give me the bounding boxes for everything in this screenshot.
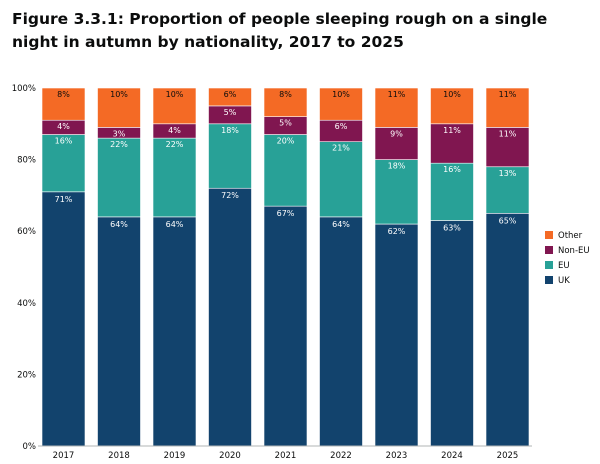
legend-swatch bbox=[545, 276, 553, 284]
legend-label: EU bbox=[558, 261, 570, 271]
data-label: 63% bbox=[443, 223, 461, 232]
legend-label: Other bbox=[558, 231, 583, 241]
x-tick-label: 2025 bbox=[497, 451, 519, 461]
data-label: 67% bbox=[277, 209, 295, 218]
y-tick-label: 0% bbox=[23, 442, 37, 452]
data-label: 11% bbox=[499, 90, 517, 99]
data-label: 72% bbox=[221, 191, 239, 200]
data-label: 18% bbox=[221, 126, 239, 135]
data-label: 62% bbox=[388, 227, 406, 236]
y-tick-label: 80% bbox=[17, 156, 36, 166]
data-label: 65% bbox=[499, 216, 517, 225]
data-label: 10% bbox=[166, 90, 184, 99]
data-label: 11% bbox=[499, 129, 517, 138]
legend-swatch bbox=[545, 261, 553, 269]
y-tick-label: 40% bbox=[17, 299, 36, 309]
legend-swatch bbox=[545, 246, 553, 254]
bar-segment-uk bbox=[430, 220, 474, 447]
data-label: 64% bbox=[332, 220, 350, 229]
legend-label: Non-EU bbox=[558, 246, 590, 256]
bar-segment-eu bbox=[41, 134, 86, 193]
y-tick-label: 60% bbox=[17, 227, 36, 237]
bar-segment-uk bbox=[152, 216, 197, 447]
bar-segment-eu bbox=[319, 141, 363, 218]
data-label: 64% bbox=[110, 220, 128, 229]
bar-segment-other bbox=[430, 87, 474, 125]
bar-segment-other bbox=[319, 87, 363, 121]
bar-segment-eu bbox=[374, 159, 419, 225]
data-label: 3% bbox=[113, 129, 126, 138]
bar-segment-other bbox=[97, 87, 141, 128]
bar-segment-other bbox=[263, 87, 308, 117]
bar-segment-eu bbox=[152, 137, 197, 218]
data-label: 6% bbox=[224, 90, 237, 99]
bar-segment-non-eu bbox=[374, 127, 419, 160]
x-tick-label: 2019 bbox=[164, 451, 186, 461]
y-tick-label: 100% bbox=[12, 84, 36, 94]
bar-segment-eu bbox=[263, 134, 308, 207]
data-label: 11% bbox=[443, 126, 461, 135]
bar-segment-uk bbox=[97, 216, 141, 447]
legend-swatch bbox=[545, 231, 553, 239]
data-label: 71% bbox=[55, 195, 73, 204]
data-label: 21% bbox=[332, 144, 350, 153]
x-tick-label: 2022 bbox=[330, 451, 352, 461]
bar-segment-uk bbox=[319, 216, 363, 447]
data-label: 5% bbox=[224, 108, 237, 117]
bar-segment-uk bbox=[41, 191, 86, 447]
data-label: 20% bbox=[277, 137, 295, 146]
data-label: 5% bbox=[279, 119, 292, 128]
legend: Other Non-EU EU UK bbox=[545, 231, 590, 286]
bar-segment-other bbox=[485, 87, 530, 128]
data-label: 8% bbox=[279, 90, 292, 99]
data-label: 9% bbox=[390, 129, 403, 138]
data-label: 8% bbox=[57, 90, 70, 99]
data-label: 10% bbox=[110, 90, 128, 99]
bar-segment-non-eu bbox=[430, 123, 474, 164]
data-label: 4% bbox=[168, 126, 181, 135]
data-label: 64% bbox=[166, 220, 184, 229]
bars: 71% 16% 4% 8% 64% 22% 3% 10% 64% 22% 4% 10% 72% 18% 5%… bbox=[41, 87, 530, 447]
bar-segment-uk bbox=[374, 223, 419, 447]
x-tick-label: 2023 bbox=[386, 451, 408, 461]
bar-segment-eu bbox=[97, 137, 141, 218]
data-label: 18% bbox=[388, 162, 406, 171]
data-label: 10% bbox=[332, 90, 350, 99]
data-label: 10% bbox=[443, 90, 461, 99]
data-label: 22% bbox=[166, 140, 184, 149]
bar-segment-eu bbox=[208, 123, 252, 189]
bar-segment-other bbox=[41, 87, 86, 121]
x-tick-label: 2017 bbox=[53, 451, 75, 461]
bar-segment-uk bbox=[263, 205, 308, 447]
legend-label: UK bbox=[558, 276, 570, 286]
bar-segment-other bbox=[152, 87, 197, 125]
x-tick-label: 2021 bbox=[275, 451, 297, 461]
data-label: 22% bbox=[110, 140, 128, 149]
data-label: 16% bbox=[443, 165, 461, 174]
data-label: 16% bbox=[55, 137, 73, 146]
x-tick-label: 2018 bbox=[108, 451, 130, 461]
chart-title: Figure 3.3.1: Proportion of people sleep… bbox=[12, 10, 548, 51]
bar-segment-uk bbox=[485, 213, 530, 447]
x-tick-label: 2020 bbox=[219, 451, 241, 461]
x-axis: 2017 2018 2019 2020 2021 2022 2023 2024 2025 bbox=[38, 445, 532, 461]
data-label: 13% bbox=[499, 169, 517, 178]
data-label: 4% bbox=[57, 122, 70, 131]
bar-segment-uk bbox=[208, 187, 252, 447]
y-tick-label: 20% bbox=[17, 370, 36, 380]
bar-segment-other bbox=[374, 87, 419, 128]
data-label: 6% bbox=[335, 122, 348, 131]
y-axis: 0% 20% 40% 60% 80% 100% bbox=[12, 84, 36, 452]
x-tick-label: 2024 bbox=[441, 451, 463, 461]
data-label: 11% bbox=[388, 90, 406, 99]
bar-segment-other bbox=[208, 87, 252, 107]
